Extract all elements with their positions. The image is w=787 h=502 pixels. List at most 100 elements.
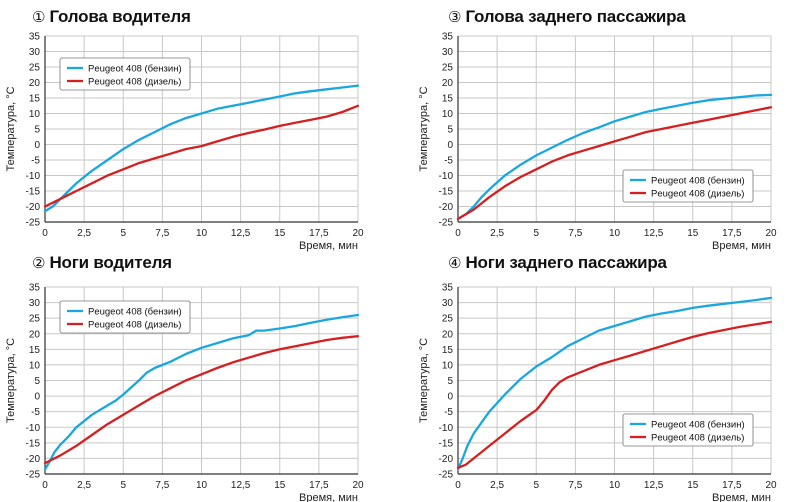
chart-3-y-tick-label: -5 — [444, 156, 453, 167]
chart-2-x-tick-label: 0 — [42, 480, 48, 491]
chart-3-x-axis-label: Время, мин — [712, 240, 771, 252]
chart-4-x-tick-label: 12,5 — [644, 480, 664, 491]
chart-title-3: ③ Голова заднего пассажира — [448, 7, 686, 27]
chart-4-x-tick-label: 0 — [455, 480, 461, 491]
chart-3-y-tick-label: 30 — [442, 47, 454, 58]
chart-title-4: ④ Ноги заднего пассажира — [448, 253, 667, 273]
chart-2-y-tick-label: 10 — [29, 360, 41, 371]
chart-3-y-tick-label: 35 — [442, 32, 454, 43]
chart-2-y-tick-label: -25 — [26, 470, 41, 481]
chart-4-x-tick-label: 7,5 — [568, 480, 582, 491]
line-chart-1: -25 -20 -15 -10 -5 0 5 10 15 20 25 30 35 0 2,5 5 7,5 10 12… — [5, 32, 364, 253]
chart-1-x-tick-label: 17,5 — [309, 228, 329, 239]
chart-3-y-tick-label: 15 — [442, 94, 454, 105]
chart-3-y-tick-label: 20 — [442, 78, 454, 89]
chart-1-y-tick-label: -20 — [26, 202, 41, 213]
chart-4-y-tick-label: 20 — [442, 329, 454, 340]
chart-3-legend-label-diesel: Peugeot 408 (дизель) — [651, 188, 744, 199]
chart-4-x-axis-label: Время, мин — [712, 492, 771, 502]
chart-2-y-tick-label: -15 — [26, 438, 41, 449]
chart-4-y-tick-label: -25 — [439, 470, 454, 481]
chart-2-legend-box — [59, 300, 191, 334]
chart-3-x-tick-label: 10 — [609, 228, 621, 239]
chart-3-x-tick-label: 0 — [455, 228, 461, 239]
chart-3-x-tick-label: 5 — [533, 228, 539, 239]
chart-1-x-tick-label: 15 — [274, 228, 286, 239]
chart-3-y-tick-label: 0 — [447, 140, 453, 151]
chart-1-series-petrol-line — [43, 84, 360, 213]
chart-1-x-tick-label: 12,5 — [231, 228, 251, 239]
chart-2-legend-label-petrol: Peugeot 408 (бензин) — [88, 306, 182, 317]
chart-2-x-tick-label: 7,5 — [155, 480, 169, 491]
chart-4-y-tick-label: 25 — [442, 314, 454, 325]
line-chart-2: -25 -20 -15 -10 -5 0 5 10 15 20 25 30 35 0 2,5 5 7,5 10 12… — [5, 283, 364, 502]
chart-3-x-tick-label: 20 — [765, 228, 777, 239]
chart-4-y-tick-label: -5 — [444, 407, 453, 418]
chart-3-y-tick-label: 25 — [442, 63, 454, 74]
chart-1-x-tick-label: 5 — [120, 228, 126, 239]
line-chart-3: -25 -20 -15 -10 -5 0 5 10 15 20 25 30 35 0 2,5 5 7,5 10 12… — [418, 32, 777, 253]
chart-2-y-tick-label: 20 — [29, 329, 41, 340]
chart-1-y-tick-label: -25 — [26, 218, 41, 229]
chart-2-series-petrol-line — [43, 313, 360, 471]
chart-1-y-tick-label: 20 — [29, 78, 41, 89]
chart-1-x-tick-label: 10 — [196, 228, 208, 239]
chart-3-series-petrol-line — [456, 93, 773, 221]
chart-1-y-tick-label: -10 — [26, 171, 41, 182]
chart-2-y-tick-label: 35 — [29, 283, 41, 294]
chart-number-3: ③ — [448, 8, 462, 26]
chart-1-x-axis-label: Время, мин — [299, 240, 358, 252]
chart-2-series-diesel-line — [43, 335, 360, 465]
chart-title-text-1: Голова водителя — [49, 7, 191, 26]
chart-4-y-tick-label: -20 — [439, 454, 454, 465]
chart-number-1: ① — [32, 8, 46, 26]
chart-3-legend-box — [622, 169, 754, 203]
chart-4-y-axis-label: Температура, °C — [418, 338, 430, 423]
chart-3-y-tick-label: -10 — [439, 171, 454, 182]
chart-4-y-tick-label: 0 — [447, 392, 453, 403]
chart-3-x-tick-label: 17,5 — [722, 228, 742, 239]
chart-4-series-diesel-line — [456, 320, 773, 469]
chart-4-x-tick-label: 15 — [687, 480, 699, 491]
chart-2-x-axis-label: Время, мин — [299, 492, 358, 502]
chart-number-4: ④ — [448, 254, 462, 272]
chart-1-y-axis-label: Температура, °C — [5, 86, 17, 171]
chart-4-y-tick-label: 15 — [442, 345, 454, 356]
chart-3-legend-label-petrol: Peugeot 408 (бензин) — [651, 175, 745, 186]
chart-2-x-tick-label: 10 — [196, 480, 208, 491]
chart-title-text-4: Ноги заднего пассажира — [465, 253, 667, 272]
chart-2-y-tick-label: 5 — [34, 376, 40, 387]
chart-1-series-diesel-line — [43, 104, 360, 208]
chart-2-x-tick-label: 12,5 — [231, 480, 251, 491]
chart-1-legend-box — [59, 57, 191, 91]
chart-3-x-tick-label: 15 — [687, 228, 699, 239]
chart-panel-4: ④ Ноги заднего пассажира -25 -20 -15 -10 -5 0 5… — [405, 250, 787, 502]
chart-4-x-tick-label: 5 — [533, 480, 539, 491]
chart-4-legend-box — [622, 413, 754, 447]
chart-3-y-tick-label: -25 — [439, 218, 454, 229]
chart-3-y-tick-label: -15 — [439, 187, 454, 198]
chart-1-y-tick-label: -15 — [26, 187, 41, 198]
chart-1-x-tick-label: 7,5 — [155, 228, 169, 239]
chart-3-y-tick-label: -20 — [439, 202, 454, 213]
chart-3-x-tick-label: 2,5 — [490, 228, 504, 239]
chart-4-x-tick-label: 20 — [765, 480, 777, 491]
chart-2-x-tick-label: 5 — [120, 480, 126, 491]
chart-4-y-tick-label: 5 — [447, 376, 453, 387]
chart-4-y-tick-label: -15 — [439, 438, 454, 449]
chart-2-y-tick-label: 0 — [34, 392, 40, 403]
chart-4-legend-label-petrol: Peugeot 408 (бензин) — [651, 419, 745, 430]
chart-title-2: ② Ноги водителя — [32, 253, 172, 273]
chart-2-legend: Peugeot 408 (бензин) Peugeot 408 (дизель) — [59, 300, 191, 334]
chart-2-x-tick-label: 15 — [274, 480, 286, 491]
chart-4-y-tick-label: -10 — [439, 423, 454, 434]
chart-1-y-tick-label: -5 — [31, 156, 40, 167]
chart-1-y-tick-label: 30 — [29, 47, 41, 58]
chart-1-y-tick-label: 25 — [29, 63, 41, 74]
chart-number-2: ② — [32, 254, 46, 272]
chart-2-x-tick-label: 17,5 — [309, 480, 329, 491]
chart-title-text-2: Ноги водителя — [49, 253, 172, 272]
chart-title-text-3: Голова заднего пассажира — [465, 7, 686, 26]
chart-1-x-tick-label: 2,5 — [77, 228, 91, 239]
chart-4-x-tick-label: 2,5 — [490, 480, 504, 491]
